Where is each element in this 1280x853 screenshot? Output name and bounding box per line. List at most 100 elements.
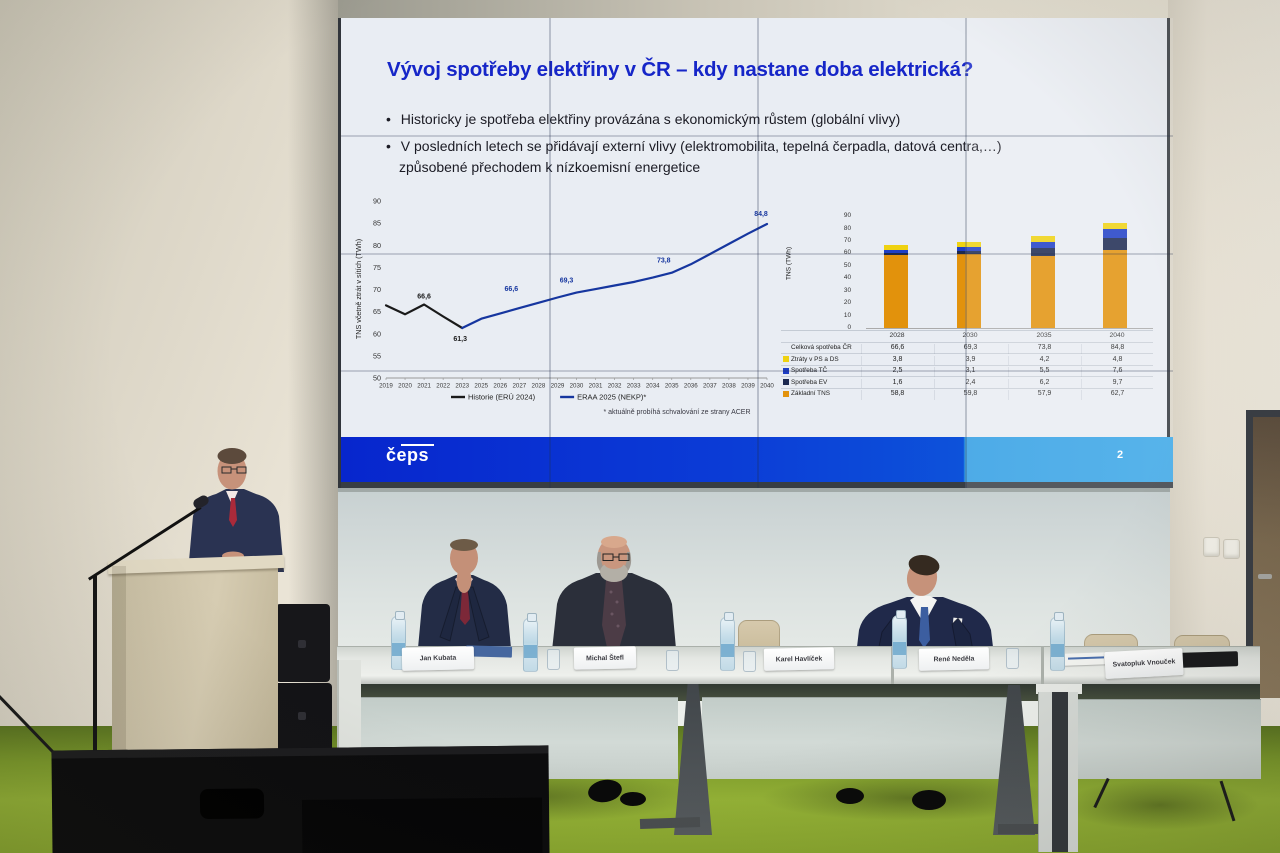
bar-table-value-cell: 4,8 bbox=[1081, 355, 1153, 365]
bar-table-row-label: Spotřeba TČ bbox=[791, 367, 828, 374]
bullet-glyph: • bbox=[386, 111, 391, 127]
shoe bbox=[836, 788, 864, 804]
water-glass bbox=[1006, 648, 1019, 669]
x-tick-label: 2038 bbox=[722, 383, 736, 390]
tabletop-seam bbox=[1041, 646, 1044, 684]
bar-table-value-cell: 73,8 bbox=[1008, 344, 1080, 354]
x-tick-label: 2028 bbox=[532, 383, 546, 390]
legend-label: ERAA 2025 (NEKP)* bbox=[577, 393, 646, 402]
nameplate: Michal Štefl bbox=[573, 646, 637, 670]
y-tick-label: 65 bbox=[373, 307, 381, 316]
x-tick-label: 2033 bbox=[627, 383, 641, 390]
bar-y-tick-label: 20 bbox=[843, 299, 851, 307]
bar-segment bbox=[1031, 248, 1055, 257]
x-tick-label: 2040 bbox=[760, 383, 774, 390]
bar-table-value-cell: 62,7 bbox=[1081, 390, 1153, 400]
bar-table-value-cell: 6,2 bbox=[1008, 378, 1080, 388]
x-tick-label: 2022 bbox=[436, 383, 450, 390]
bar-table-row-label: Spotřeba EV bbox=[791, 378, 828, 386]
bar-segment bbox=[957, 253, 981, 328]
bar-table-value-cell: 4,2 bbox=[1008, 355, 1080, 365]
water-bottle bbox=[892, 610, 907, 669]
podium-side-shade bbox=[112, 566, 126, 760]
bar-y-tick-label: 60 bbox=[843, 249, 851, 257]
speaker-logo-badge bbox=[298, 640, 306, 648]
wall-above-screen bbox=[338, 0, 1170, 20]
screen-bottom-shadow bbox=[338, 488, 1170, 492]
ceps-logo: čeps bbox=[386, 445, 430, 465]
nameplate: Karel Havlíček bbox=[763, 647, 835, 671]
projection-screen: Vývoj spotřeby elektřiny v ČR – kdy nast… bbox=[338, 18, 1173, 488]
screen-seam bbox=[341, 253, 1173, 255]
legend-swatch bbox=[783, 390, 789, 397]
slide-bullet-1-text: Historicky je spotřeba elektřiny provázá… bbox=[400, 111, 901, 127]
bar-segment bbox=[1103, 238, 1127, 251]
table-modesty-panel bbox=[1076, 699, 1261, 779]
data-label: 66,6 bbox=[505, 286, 519, 293]
bar-table-value-cell: 1,6 bbox=[861, 378, 933, 388]
bar-y-tick-label: 30 bbox=[843, 286, 851, 294]
bar-table-row-label: Ztráty v PS a DS bbox=[791, 355, 839, 363]
data-label: 66,6 bbox=[417, 294, 431, 301]
bar-segment bbox=[1103, 250, 1127, 328]
bar-table-header-cell: 2030 bbox=[962, 332, 978, 339]
bar-table-value-cell: 3,9 bbox=[934, 355, 1006, 365]
bar-table-value-cell: 66,6 bbox=[861, 344, 933, 354]
shoe bbox=[620, 792, 646, 806]
bar-table-header-cell: 2035 bbox=[1036, 332, 1052, 339]
bar-segment bbox=[1103, 228, 1127, 239]
tv-connector-area bbox=[301, 797, 543, 853]
legend-swatch bbox=[783, 356, 789, 362]
panelist-jan-kubata bbox=[417, 539, 512, 659]
foreground-table-top bbox=[1036, 684, 1082, 694]
bar-segment bbox=[884, 249, 908, 253]
light-switch bbox=[1203, 537, 1220, 557]
speaker-logo-badge bbox=[298, 712, 306, 720]
table-modesty-panel bbox=[702, 697, 1018, 779]
tv-back-panel bbox=[51, 745, 550, 853]
podium bbox=[112, 566, 278, 760]
slide-bullet-1: • Historicky je spotřeba elektřiny prová… bbox=[386, 111, 900, 127]
foreground-table-leg bbox=[1052, 692, 1068, 852]
bar-table-rule bbox=[781, 341, 1153, 343]
nameplate: Jan Kubata bbox=[401, 646, 475, 671]
black-folder bbox=[1179, 651, 1239, 668]
data-label: 61,3 bbox=[453, 336, 467, 343]
chart-footnote: * aktuálně probíhá schvalování ze strany… bbox=[603, 409, 751, 416]
legend-swatch bbox=[783, 379, 789, 385]
bar-table-value-cell: 59,8 bbox=[934, 390, 1006, 400]
bar-table-rule bbox=[781, 353, 1153, 354]
bar-table-header-cell: 2028 bbox=[889, 332, 905, 339]
slide-bullet-2-line2: způsobené přechodem k nízkoemisní energe… bbox=[399, 159, 701, 175]
x-tick-label: 2034 bbox=[646, 383, 660, 390]
table-end-panel bbox=[337, 660, 361, 752]
bar-baseline bbox=[866, 328, 1153, 329]
bar-y-axis-label: TNS (TWh) bbox=[785, 246, 793, 281]
bar-table-rule bbox=[781, 387, 1153, 389]
data-label: 69,3 bbox=[560, 278, 574, 285]
bar-segment bbox=[1103, 222, 1127, 229]
y-tick-label: 85 bbox=[373, 219, 381, 228]
y-tick-label: 60 bbox=[373, 329, 381, 338]
bar-table-value-cell: 5,5 bbox=[1008, 367, 1080, 377]
y-axis-label: TNS včetně ztrát v sítích (TWh) bbox=[354, 239, 363, 339]
legend-label: Historie (ERÚ 2024) bbox=[468, 393, 536, 402]
water-bottle bbox=[1050, 612, 1065, 671]
bar-segment bbox=[1031, 241, 1055, 249]
x-tick-label: 2026 bbox=[493, 383, 507, 390]
bar-y-tick-label: 10 bbox=[843, 311, 851, 319]
bar-segment bbox=[957, 242, 981, 247]
x-tick-label: 2020 bbox=[398, 383, 412, 390]
bar-segment bbox=[884, 254, 908, 328]
bar-y-tick-label: 70 bbox=[843, 237, 851, 245]
table-underside-gap bbox=[337, 681, 1260, 701]
bar-segment bbox=[1031, 256, 1055, 328]
nameplate: Svatopluk Vnouček bbox=[1104, 647, 1184, 680]
bullet-glyph: • bbox=[386, 138, 391, 154]
nameplate: René Neděla bbox=[918, 647, 990, 671]
bar-segment bbox=[1031, 236, 1055, 242]
slide-bullet-2: • V posledních letech se přidávají exter… bbox=[386, 138, 1002, 154]
water-glass bbox=[547, 649, 560, 670]
bar-y-tick-label: 90 bbox=[843, 212, 851, 220]
